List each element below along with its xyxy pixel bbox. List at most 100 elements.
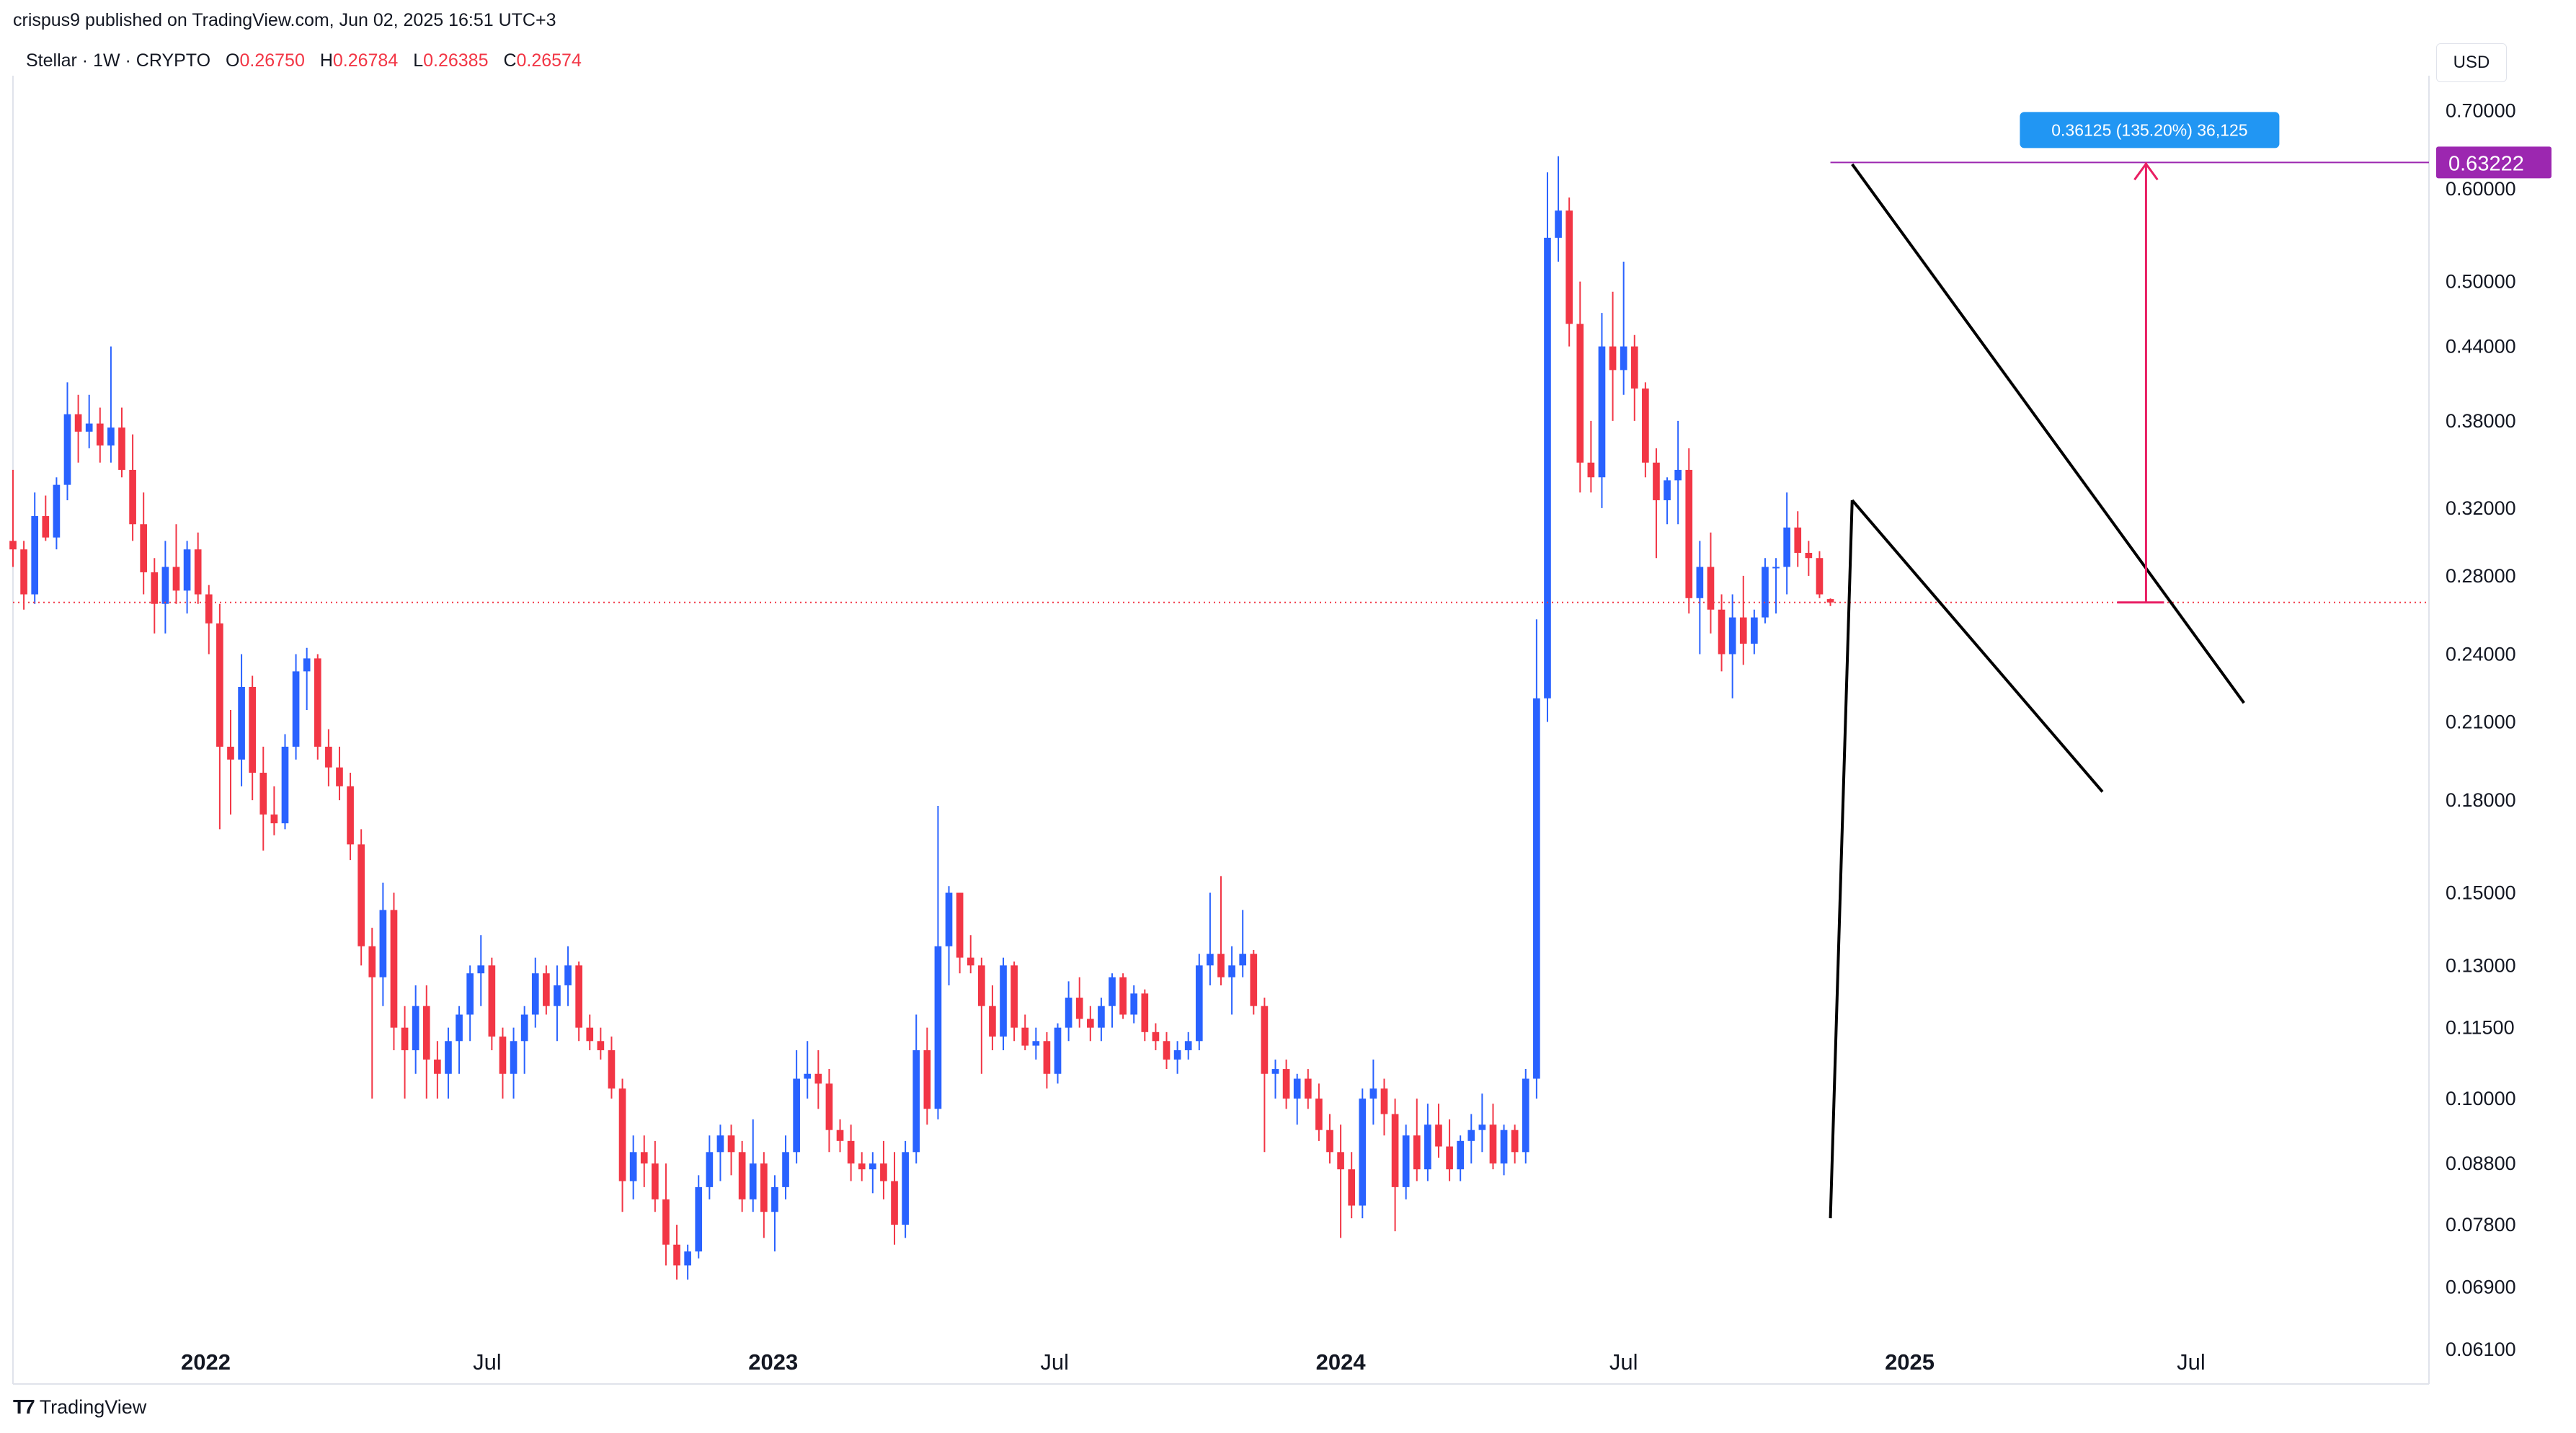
channel-trendline (1851, 499, 2104, 793)
candle-body (749, 1163, 757, 1199)
candle-body (662, 1199, 670, 1245)
candle-body (597, 1041, 605, 1050)
candle-body (140, 524, 148, 572)
candle-body (1163, 1041, 1171, 1060)
candle-body (227, 746, 234, 760)
drawings: 0.36125 (135.20%) 36,125 (13, 112, 2429, 1219)
candle-body (902, 1152, 909, 1225)
candle-body (1555, 210, 1562, 238)
candle-body (1522, 1078, 1529, 1153)
candle-body (1511, 1130, 1519, 1153)
tradingview-logo-icon: T7 (13, 1396, 35, 1418)
candle-body (1751, 617, 1758, 644)
measure-label: 0.36125 (135.20%) 36,125 (2051, 120, 2247, 139)
candle-body (85, 423, 93, 432)
low-label: L (413, 50, 424, 71)
candle-body (934, 946, 942, 1109)
price-tick-label: 0.11500 (2446, 1017, 2515, 1039)
candle-body (1173, 1050, 1181, 1060)
candle-body (738, 1152, 746, 1199)
candle-body (434, 1059, 441, 1074)
open-label: O (226, 50, 240, 71)
candle-body (96, 423, 104, 446)
candles (9, 156, 1834, 1280)
candle-body (270, 814, 278, 824)
candle-body (782, 1152, 789, 1187)
candle-body (531, 973, 539, 1015)
candle-body (1326, 1130, 1333, 1153)
time-tick-label: 2025 (1885, 1349, 1935, 1375)
candle-body (1630, 346, 1638, 389)
high-value: 0.26784 (332, 50, 399, 71)
candle-body (1707, 567, 1715, 610)
candle-body (1664, 480, 1671, 500)
time-tick-label: 2024 (1316, 1349, 1367, 1375)
candle-body (1544, 237, 1551, 698)
candle-body (673, 1244, 680, 1266)
candle-body (488, 965, 496, 1037)
price-tick-label: 0.08800 (2446, 1153, 2516, 1174)
candle-body (1598, 346, 1606, 478)
candle-body (1054, 1027, 1062, 1074)
candle-body (977, 965, 985, 1006)
price-tick-label: 0.32000 (2446, 497, 2516, 519)
price-tick-label: 0.15000 (2446, 882, 2516, 904)
candle-body (891, 1181, 898, 1225)
candle-body (172, 567, 180, 591)
channel-trendline (1851, 163, 2245, 704)
candle-body (1239, 954, 1247, 966)
candle-body (1696, 567, 1704, 598)
high-label: H (319, 50, 333, 71)
tradingview-brand[interactable]: T7 TradingView (13, 1396, 146, 1419)
candle-body (945, 892, 953, 946)
candle-body (575, 965, 582, 1028)
symbol-name[interactable]: Stellar · 1W · CRYPTO (26, 50, 211, 71)
candle-body (379, 910, 387, 977)
candle-body (1130, 993, 1138, 1015)
open-value: 0.26750 (239, 50, 305, 71)
candle-body (510, 1041, 518, 1074)
candle-body (303, 658, 311, 672)
measure-label-bg (2020, 112, 2280, 148)
candle-body (727, 1135, 735, 1153)
candle-body (1435, 1124, 1442, 1147)
price-tick-label: 0.60000 (2446, 178, 2516, 200)
candle-body (923, 1050, 931, 1109)
candle-body (1217, 954, 1225, 977)
candle-body (1141, 993, 1149, 1032)
candle-body (1109, 977, 1116, 1006)
candle-body (347, 786, 354, 845)
candle-body (281, 746, 289, 824)
candle-body (793, 1078, 800, 1153)
candle-body (1250, 954, 1258, 1006)
candle-body (989, 1006, 996, 1037)
candle-body (118, 427, 125, 470)
candle-body (1718, 609, 1726, 655)
candle-body (477, 965, 485, 974)
candle-body (1565, 210, 1573, 324)
candle-body (1380, 1088, 1388, 1114)
candle-body (652, 1163, 659, 1199)
candle-body (1098, 1006, 1105, 1028)
candle-body (401, 1027, 409, 1050)
candle-body (967, 957, 974, 966)
candle-body (1315, 1099, 1323, 1130)
candle-body (629, 1152, 637, 1181)
candle-body (1195, 965, 1203, 1042)
price-tick-label: 0.38000 (2446, 410, 2516, 432)
candle-body (249, 686, 257, 773)
time-tick-label: Jul (2177, 1349, 2206, 1375)
candle-body (520, 1014, 528, 1042)
close-label: C (503, 50, 517, 71)
candle-body (1587, 462, 1595, 478)
resistance-price-label: 0.63222 (2448, 152, 2524, 175)
ohlc-legend: Stellar · 1W · CRYPTO O0.26750 H0.26784 … (26, 50, 582, 71)
candle-body (336, 767, 343, 786)
candle-body (1086, 1019, 1094, 1028)
brand-name: TradingView (39, 1396, 147, 1418)
currency-button[interactable]: USD (2436, 43, 2507, 82)
candle-body (1119, 977, 1127, 1015)
candle-body (836, 1130, 844, 1141)
candle-body (63, 414, 71, 485)
